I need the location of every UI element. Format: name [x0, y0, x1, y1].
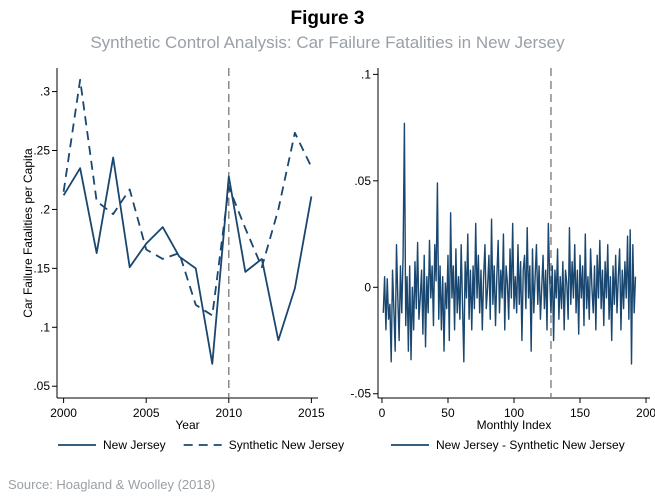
x-tick-label: 2015 [298, 406, 325, 420]
y-tick-label: 0 [364, 280, 371, 294]
y-axis-title: Car Failure Fatalities per Capita [21, 148, 35, 318]
figure-title: Figure 3 [290, 8, 365, 29]
y-tick-label: .25 [33, 144, 50, 158]
legend-label: New Jersey - Synthetic New Jersey [436, 438, 625, 452]
panel-2: -.05 0 .05 .1 0 50 100 150 200 Monthly Index New J… [350, 67, 655, 452]
x-axis-title: Year [175, 418, 199, 432]
legend-label: New Jersey [103, 438, 166, 452]
y-tick-label: .05 [354, 174, 371, 188]
y-tick-label: .2 [40, 202, 50, 216]
y-tick-label: -.05 [350, 387, 371, 401]
legend-panel-1: New Jersey Synthetic New Jersey [58, 438, 344, 452]
y-tick-label: .1 [361, 67, 371, 81]
series-line-synthetic-new-jersey [62, 78, 313, 317]
series-line-new-jersey-synthetic-new-jersey [382, 122, 637, 365]
legend-label: Synthetic New Jersey [229, 438, 344, 452]
x-tick-label: 100 [504, 406, 524, 420]
y-tick-label: .3 [40, 85, 50, 99]
x-tick-label: 200 [636, 406, 655, 420]
x-axis-title: Monthly Index [477, 418, 552, 432]
panel-1: .05 .1 .15 .2 .25 .3 2000 2005 2010 2015 Year Car F… [21, 68, 344, 452]
x-tick-label: 2005 [133, 406, 160, 420]
y-tick-label: .05 [33, 379, 50, 393]
x-tick-label: 150 [570, 406, 590, 420]
x-tick-label: 50 [441, 406, 455, 420]
x-tick-label: 2010 [215, 406, 242, 420]
figure-subtitle: Synthetic Control Analysis: Car Failure … [90, 33, 565, 52]
x-tick-label: 0 [379, 406, 386, 420]
legend-panel-2: New Jersey - Synthetic New Jersey [391, 438, 625, 452]
y-tick-label: .15 [33, 261, 50, 275]
y-tick-label: .1 [40, 320, 50, 334]
x-tick-label: 2000 [50, 406, 77, 420]
series-line-new-jersey [62, 156, 313, 365]
source-note: Source: Hoagland & Woolley (2018) [8, 477, 216, 492]
